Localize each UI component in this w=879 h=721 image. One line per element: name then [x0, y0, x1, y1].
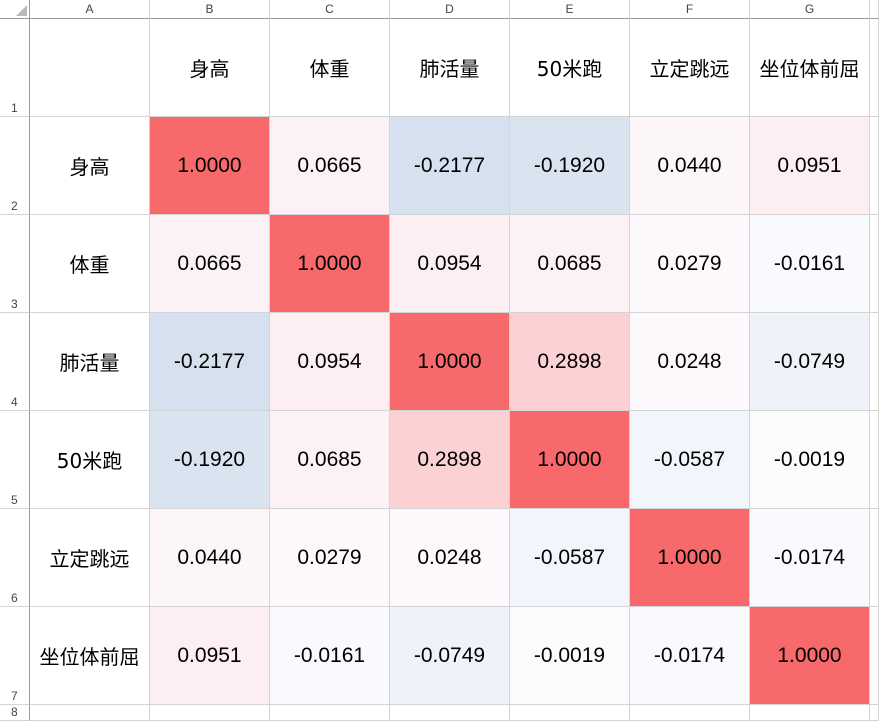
- correlation-cell[interactable]: 1.0000: [390, 313, 510, 411]
- correlation-cell[interactable]: 1.0000: [750, 607, 870, 705]
- empty-cell[interactable]: [870, 607, 879, 705]
- correlation-cell[interactable]: 0.0440: [150, 509, 270, 607]
- column-header-a[interactable]: A: [30, 0, 150, 19]
- row-header-label: 4: [11, 395, 18, 409]
- row-header-label: 1: [11, 101, 18, 115]
- correlation-cell[interactable]: -0.0161: [270, 607, 390, 705]
- column-header-e[interactable]: E: [510, 0, 630, 19]
- empty-cell[interactable]: [750, 705, 870, 721]
- empty-cell[interactable]: [150, 705, 270, 721]
- correlation-cell[interactable]: -0.0161: [750, 215, 870, 313]
- header-cell-b[interactable]: 身高: [150, 19, 270, 117]
- correlation-cell[interactable]: 0.0665: [150, 215, 270, 313]
- column-header-c[interactable]: C: [270, 0, 390, 19]
- empty-cell[interactable]: [270, 705, 390, 721]
- correlation-cell[interactable]: 0.0951: [750, 117, 870, 215]
- empty-cell[interactable]: [870, 411, 879, 509]
- row-header-label: 5: [11, 493, 18, 507]
- correlation-cell[interactable]: -0.1920: [150, 411, 270, 509]
- row-header-7[interactable]: 7: [0, 607, 30, 705]
- column-header-h[interactable]: [870, 0, 879, 19]
- correlation-cell[interactable]: -0.2177: [150, 313, 270, 411]
- correlation-cell[interactable]: 0.0954: [390, 215, 510, 313]
- column-header-b[interactable]: B: [150, 0, 270, 19]
- correlation-cell[interactable]: 0.0665: [270, 117, 390, 215]
- row-header-1[interactable]: 1: [0, 19, 30, 117]
- correlation-cell[interactable]: -0.0174: [630, 607, 750, 705]
- column-header-g[interactable]: G: [750, 0, 870, 19]
- empty-cell[interactable]: [870, 705, 879, 721]
- correlation-cell[interactable]: 0.0685: [510, 215, 630, 313]
- row-header-label: 7: [11, 689, 18, 703]
- correlation-cell[interactable]: 0.0951: [150, 607, 270, 705]
- header-cell-c[interactable]: 体重: [270, 19, 390, 117]
- empty-cell[interactable]: [510, 705, 630, 721]
- empty-cell[interactable]: [870, 509, 879, 607]
- correlation-cell[interactable]: -0.1920: [510, 117, 630, 215]
- empty-cell[interactable]: [870, 19, 879, 117]
- correlation-cell[interactable]: 0.0440: [630, 117, 750, 215]
- row-header-label: 2: [11, 199, 18, 213]
- cell-a1[interactable]: [30, 19, 150, 117]
- correlation-cell[interactable]: 0.2898: [390, 411, 510, 509]
- empty-cell[interactable]: [630, 705, 750, 721]
- row-header-6[interactable]: 6: [0, 509, 30, 607]
- correlation-cell[interactable]: 0.2898: [510, 313, 630, 411]
- correlation-cell[interactable]: -0.0587: [630, 411, 750, 509]
- empty-cell[interactable]: [390, 705, 510, 721]
- empty-cell[interactable]: [870, 117, 879, 215]
- column-header-d[interactable]: D: [390, 0, 510, 19]
- row-label-cell[interactable]: 身高: [30, 117, 150, 215]
- header-cell-g[interactable]: 坐位体前屈: [750, 19, 870, 117]
- correlation-cell[interactable]: -0.0174: [750, 509, 870, 607]
- correlation-cell[interactable]: 0.0248: [630, 313, 750, 411]
- empty-cell[interactable]: [870, 215, 879, 313]
- correlation-cell[interactable]: -0.2177: [390, 117, 510, 215]
- correlation-cell[interactable]: -0.0587: [510, 509, 630, 607]
- correlation-cell[interactable]: 0.0685: [270, 411, 390, 509]
- row-header-label: 6: [11, 591, 18, 605]
- header-cell-f[interactable]: 立定跳远: [630, 19, 750, 117]
- correlation-cell[interactable]: -0.0019: [510, 607, 630, 705]
- row-header-3[interactable]: 3: [0, 215, 30, 313]
- row-label-cell[interactable]: 50米跑: [30, 411, 150, 509]
- correlation-cell[interactable]: -0.0749: [390, 607, 510, 705]
- row-header-2[interactable]: 2: [0, 117, 30, 215]
- row-header-4[interactable]: 4: [0, 313, 30, 411]
- correlation-cell[interactable]: 1.0000: [150, 117, 270, 215]
- correlation-cell[interactable]: -0.0019: [750, 411, 870, 509]
- row-label-cell[interactable]: 肺活量: [30, 313, 150, 411]
- correlation-cell[interactable]: 0.0279: [270, 509, 390, 607]
- correlation-cell[interactable]: 1.0000: [510, 411, 630, 509]
- row-label-cell[interactable]: 体重: [30, 215, 150, 313]
- header-cell-d[interactable]: 肺活量: [390, 19, 510, 117]
- row-header-8[interactable]: 8: [0, 705, 30, 721]
- row-label-cell[interactable]: 立定跳远: [30, 509, 150, 607]
- empty-cell[interactable]: [30, 705, 150, 721]
- select-all-triangle-icon: [16, 5, 27, 16]
- row-header-label: 8: [11, 705, 18, 719]
- empty-cell[interactable]: [870, 313, 879, 411]
- correlation-cell[interactable]: 0.0279: [630, 215, 750, 313]
- column-header-f[interactable]: F: [630, 0, 750, 19]
- correlation-cell[interactable]: -0.0749: [750, 313, 870, 411]
- select-all-corner[interactable]: [0, 0, 30, 19]
- correlation-cell[interactable]: 1.0000: [630, 509, 750, 607]
- row-label-cell[interactable]: 坐位体前屈: [30, 607, 150, 705]
- correlation-cell[interactable]: 1.0000: [270, 215, 390, 313]
- row-header-label: 3: [11, 297, 18, 311]
- correlation-cell[interactable]: 0.0248: [390, 509, 510, 607]
- row-header-5[interactable]: 5: [0, 411, 30, 509]
- header-cell-e[interactable]: 50米跑: [510, 19, 630, 117]
- correlation-cell[interactable]: 0.0954: [270, 313, 390, 411]
